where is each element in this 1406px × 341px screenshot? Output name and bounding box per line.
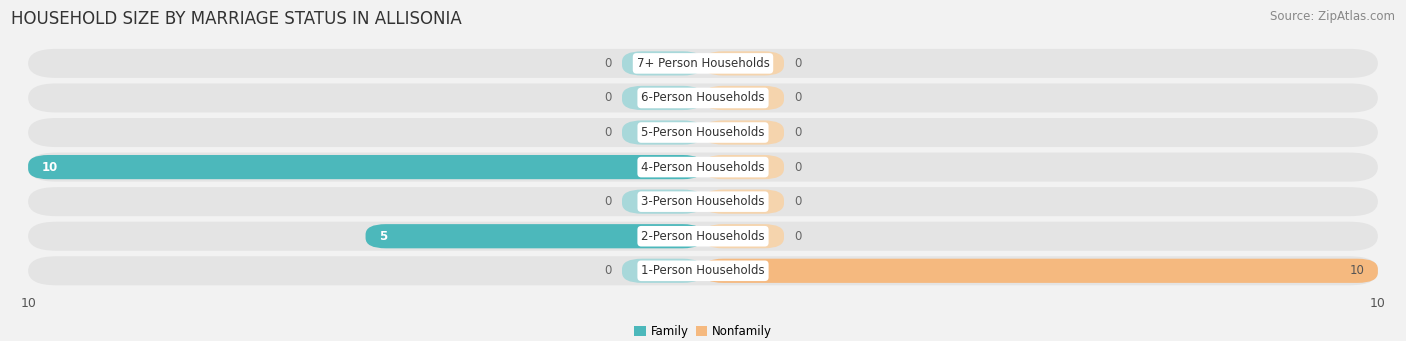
Text: 6-Person Households: 6-Person Households	[641, 91, 765, 104]
FancyBboxPatch shape	[703, 120, 785, 145]
Text: 0: 0	[605, 264, 612, 277]
Text: 5-Person Households: 5-Person Households	[641, 126, 765, 139]
FancyBboxPatch shape	[366, 224, 703, 248]
Text: 0: 0	[794, 195, 801, 208]
FancyBboxPatch shape	[28, 222, 1378, 251]
FancyBboxPatch shape	[28, 49, 1378, 78]
FancyBboxPatch shape	[28, 152, 1378, 182]
FancyBboxPatch shape	[703, 155, 785, 179]
Text: 10: 10	[42, 161, 58, 174]
Text: 0: 0	[794, 230, 801, 243]
FancyBboxPatch shape	[703, 51, 785, 75]
Text: 10: 10	[1350, 264, 1364, 277]
Text: 0: 0	[605, 57, 612, 70]
Text: 2-Person Households: 2-Person Households	[641, 230, 765, 243]
Text: 1-Person Households: 1-Person Households	[641, 264, 765, 277]
FancyBboxPatch shape	[621, 120, 703, 145]
Text: 0: 0	[605, 195, 612, 208]
FancyBboxPatch shape	[621, 190, 703, 214]
Text: 0: 0	[794, 91, 801, 104]
Text: 7+ Person Households: 7+ Person Households	[637, 57, 769, 70]
Legend: Family, Nonfamily: Family, Nonfamily	[630, 321, 776, 341]
Text: 0: 0	[794, 126, 801, 139]
FancyBboxPatch shape	[28, 118, 1378, 147]
Text: HOUSEHOLD SIZE BY MARRIAGE STATUS IN ALLISONIA: HOUSEHOLD SIZE BY MARRIAGE STATUS IN ALL…	[11, 10, 463, 28]
FancyBboxPatch shape	[703, 86, 785, 110]
Text: 0: 0	[794, 161, 801, 174]
Text: Source: ZipAtlas.com: Source: ZipAtlas.com	[1270, 10, 1395, 23]
FancyBboxPatch shape	[28, 155, 703, 179]
Text: 3-Person Households: 3-Person Households	[641, 195, 765, 208]
FancyBboxPatch shape	[28, 84, 1378, 113]
FancyBboxPatch shape	[703, 259, 1378, 283]
Text: 0: 0	[605, 91, 612, 104]
FancyBboxPatch shape	[621, 259, 703, 283]
FancyBboxPatch shape	[621, 51, 703, 75]
FancyBboxPatch shape	[28, 256, 1378, 285]
FancyBboxPatch shape	[703, 224, 785, 248]
Text: 5: 5	[380, 230, 387, 243]
FancyBboxPatch shape	[28, 187, 1378, 216]
FancyBboxPatch shape	[621, 86, 703, 110]
Text: 0: 0	[794, 57, 801, 70]
Text: 0: 0	[605, 126, 612, 139]
Text: 4-Person Households: 4-Person Households	[641, 161, 765, 174]
FancyBboxPatch shape	[703, 190, 785, 214]
